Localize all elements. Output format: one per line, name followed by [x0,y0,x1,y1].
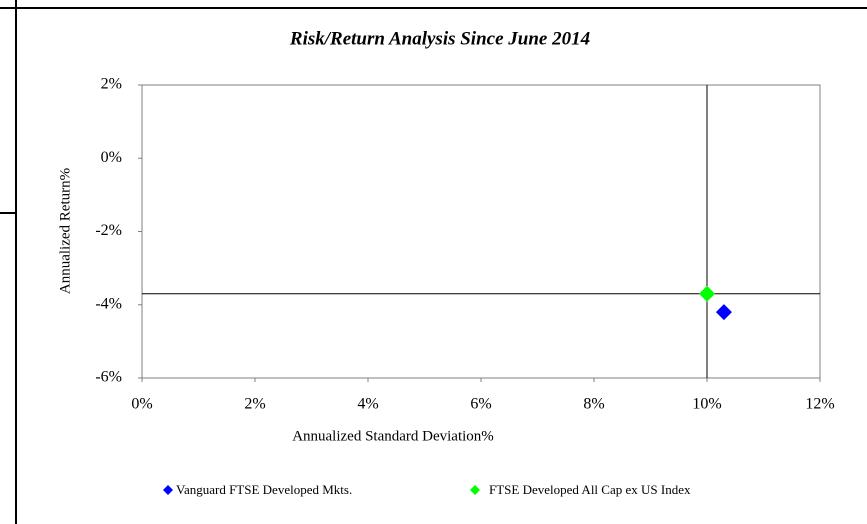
y-tick-label: 2% [101,76,122,93]
point [715,304,732,321]
x-tick-label: 6% [470,396,491,413]
x-tick-label: 10% [692,396,721,413]
y-tick-label: -6% [95,369,122,386]
plot-area [141,84,821,379]
x-tick-label: 8% [583,396,604,413]
y-tick-label: -2% [95,222,122,239]
x-axis-label: Annualized Standard Deviation% [292,428,494,444]
legend-marker [470,485,480,495]
legend-label: FTSE Developed All Cap ex US Index [489,482,691,497]
x-tick-label: 2% [244,396,265,413]
legend-marker [163,485,173,495]
y-tick-label: -4% [95,295,122,312]
x-tick-label: 4% [357,396,378,413]
point [699,285,715,302]
legend-label: Vanguard FTSE Developed Mkts. [176,482,352,497]
y-tick-label: 0% [101,149,122,166]
chart-title: Risk/Return Analysis Since June 2014 [289,28,590,49]
x-tick-label: 12% [805,396,834,413]
y-axis-label: Annualized Return% [57,168,73,294]
x-tick-label: 0% [131,396,152,413]
